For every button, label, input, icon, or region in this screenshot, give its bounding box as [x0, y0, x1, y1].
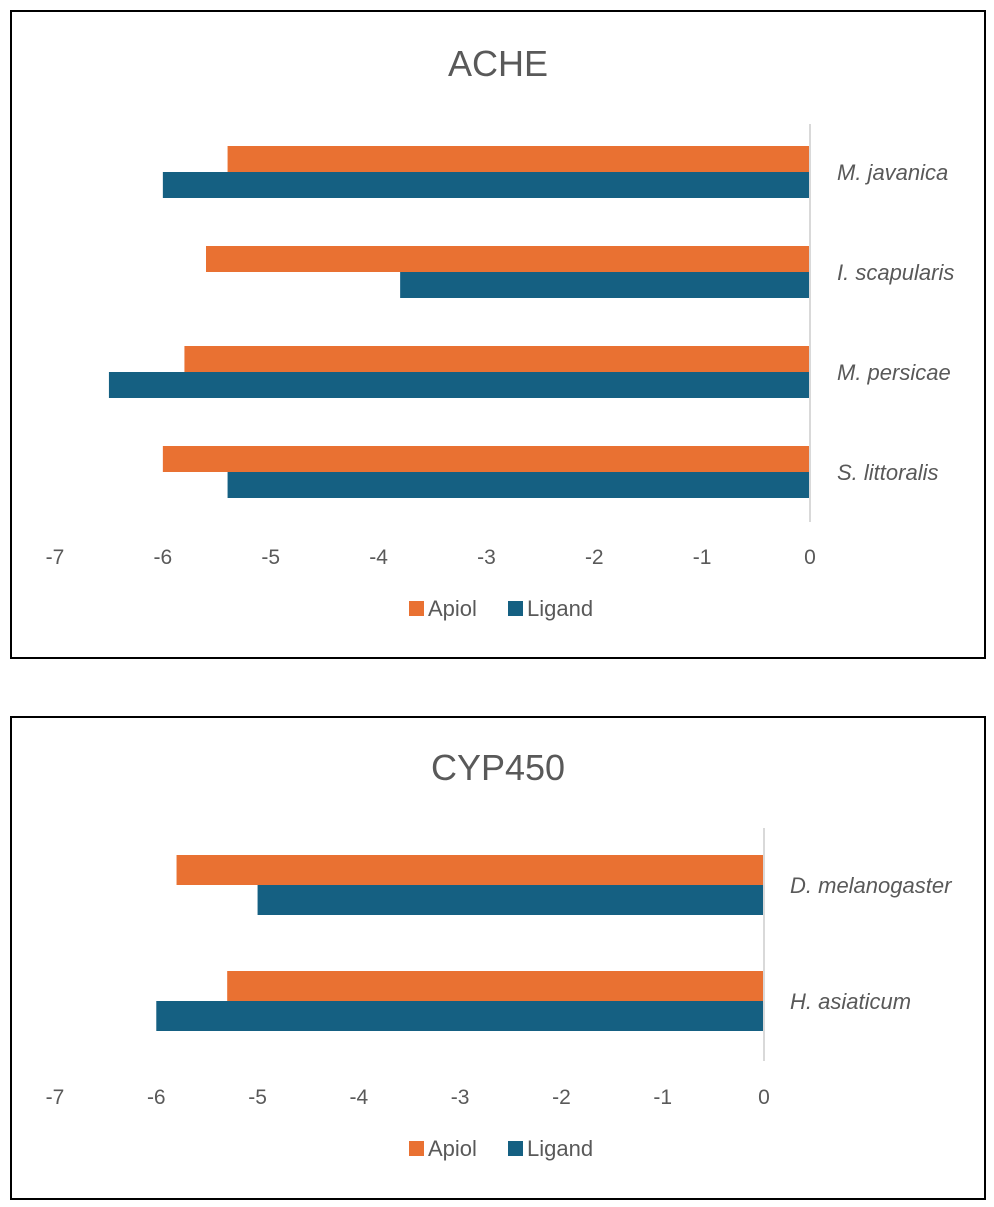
ache-tick-label-1: -6 [154, 546, 173, 569]
ache-bar-ligand-3 [227, 472, 811, 498]
ache-tick-label-3: -4 [369, 546, 388, 569]
ache-chart: ACHE M. javanica I. scapularis M. persicae S… [46, 43, 955, 621]
ache-bar-apiol-1 [206, 246, 810, 272]
ache-category-label-3: S. littoralis [837, 460, 938, 485]
cyp450-category-label-1: H. asiaticum [790, 989, 911, 1014]
cyp450-tick-label-7: 0 [758, 1086, 770, 1109]
cyp450-bar-ligand-0 [257, 885, 764, 915]
cyp450-legend-label-apiol: Apiol [428, 1136, 477, 1161]
cyp450-bar-apiol-0 [176, 855, 765, 885]
ache-category-label-1: I. scapularis [837, 260, 954, 285]
cyp450-legend: Apiol Ligand [409, 1136, 593, 1161]
ache-category-label-0: M. javanica [837, 160, 948, 185]
ache-bar-ligand-2 [108, 372, 810, 398]
ache-legend-swatch-apiol [409, 601, 424, 616]
ache-legend-label-apiol: Apiol [428, 596, 477, 621]
cyp450-tick-label-1: -6 [147, 1086, 166, 1109]
ache-bar-ligand-0 [162, 172, 810, 198]
ache-bar-ligand-1 [400, 272, 810, 298]
cyp450-chart-title: CYP450 [431, 747, 565, 788]
cyp450-tick-label-4: -3 [451, 1086, 470, 1109]
ache-bar-apiol-0 [227, 146, 811, 172]
cyp450-category-label-0: D. melanogaster [790, 873, 953, 898]
ache-tick-label-2: -5 [261, 546, 280, 569]
ache-tick-label-5: -2 [585, 546, 604, 569]
cyp450-legend-swatch-ligand [508, 1141, 523, 1156]
ache-category-label-2: M. persicae [837, 360, 951, 385]
ache-bar-apiol-3 [162, 446, 810, 472]
cyp450-bar-ligand-1 [156, 1001, 765, 1031]
cyp450-legend-label-ligand: Ligand [527, 1136, 593, 1161]
ache-tick-label-7: 0 [804, 546, 816, 569]
cyp450-tick-label-0: -7 [46, 1086, 65, 1109]
cyp450-chart: CYP450 D. melanogaster H. asiaticum -7 -6 -5 -… [46, 747, 953, 1161]
ache-legend: Apiol Ligand [409, 596, 593, 621]
ache-tick-label-0: -7 [46, 546, 65, 569]
ache-tick-label-6: -1 [693, 546, 712, 569]
cyp450-tick-label-6: -1 [653, 1086, 672, 1109]
ache-bar-apiol-2 [184, 346, 810, 372]
cyp450-bar-apiol-1 [227, 971, 764, 1001]
ache-legend-label-ligand: Ligand [527, 596, 593, 621]
cyp450-tick-label-2: -5 [248, 1086, 267, 1109]
ache-chart-title: ACHE [448, 43, 548, 84]
ache-tick-label-4: -3 [477, 546, 496, 569]
cyp450-chart-panel: CYP450 D. melanogaster H. asiaticum -7 -6 -5 -… [10, 716, 986, 1200]
ache-legend-swatch-ligand [508, 601, 523, 616]
cyp450-tick-label-5: -2 [552, 1086, 571, 1109]
ache-chart-panel: ACHE M. javanica I. scapularis M. persicae S… [10, 10, 986, 659]
cyp450-tick-label-3: -4 [350, 1086, 369, 1109]
cyp450-legend-swatch-apiol [409, 1141, 424, 1156]
